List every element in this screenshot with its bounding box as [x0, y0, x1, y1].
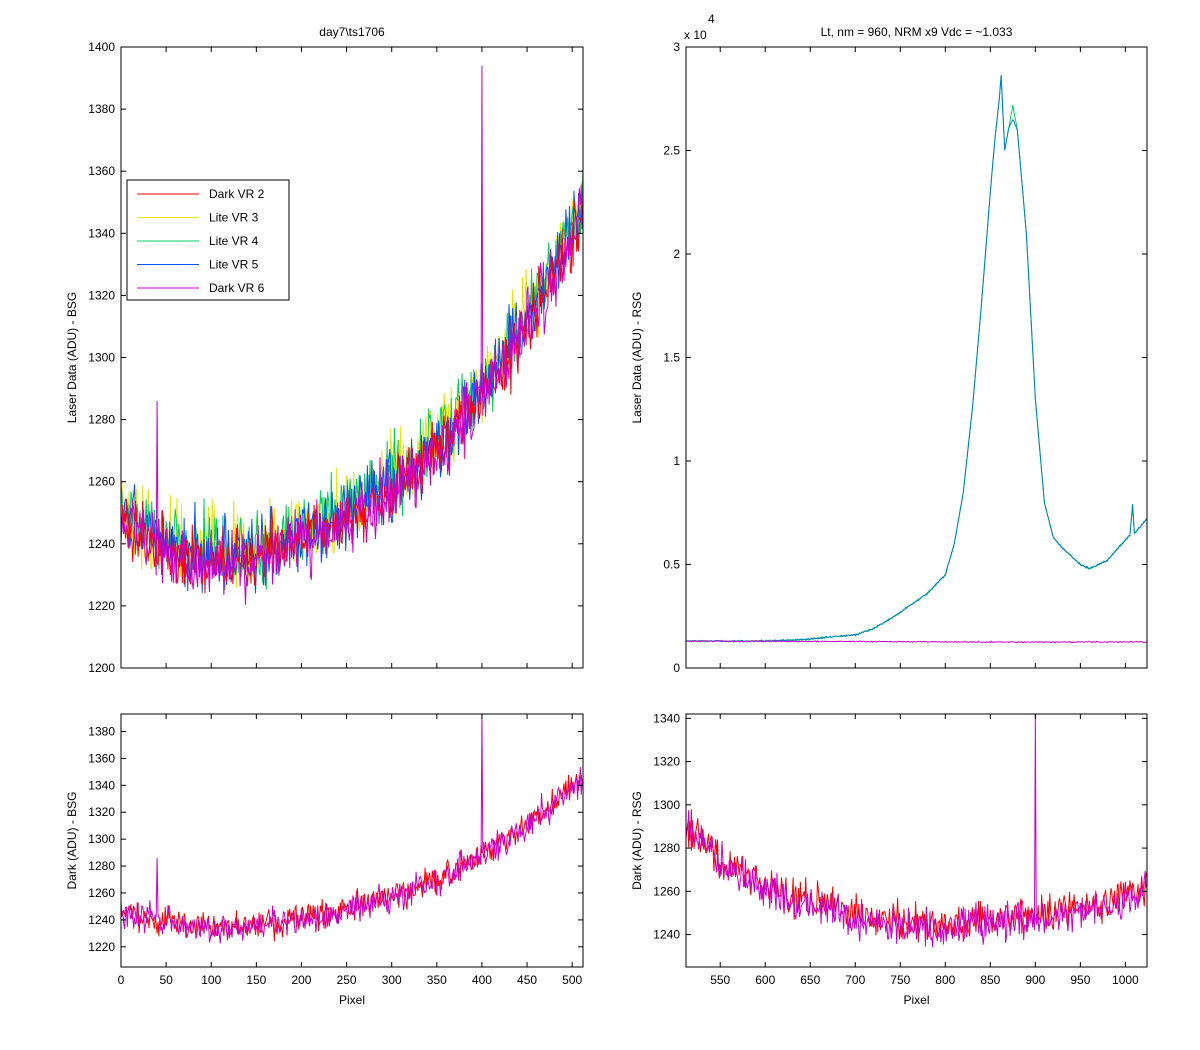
y-tick-label: 2.5: [663, 144, 680, 158]
y-tick-label: 1260: [88, 475, 115, 489]
y-tick-label: 1240: [88, 537, 115, 551]
y-tick-label: 1.5: [663, 351, 680, 365]
y-tick-label: 1340: [88, 226, 115, 240]
y-axis-label: Laser Data (ADU) - BSG: [65, 292, 79, 423]
y-axis-label: Laser Data (ADU) - RSG: [630, 291, 644, 423]
x-tick-label: 650: [800, 973, 820, 987]
y-tick-label: 1340: [88, 778, 115, 792]
chart-title: Lt, nm = 960, NRM x9 Vdc = ~1.033: [821, 25, 1013, 39]
x-tick-label: 450: [517, 973, 537, 987]
series-group: [686, 74, 1147, 644]
legend-label: Dark VR 6: [209, 281, 265, 295]
y-tick-label: 1300: [88, 351, 115, 365]
x-tick-label: 500: [562, 973, 582, 987]
exponent-power-label: 4: [708, 12, 715, 26]
y-tick-label: 1360: [88, 164, 115, 178]
y-tick-label: 1220: [88, 940, 115, 954]
y-tick-label: 1240: [653, 928, 680, 942]
x-tick-label: 400: [472, 973, 492, 987]
legend-label: Dark VR 2: [209, 187, 265, 201]
y-axis-label: Dark (ADU) - RSG: [630, 791, 644, 890]
axes-box: [685, 713, 1148, 968]
legend: Dark VR 2 Lite VR 3 Lite VR 4 Lite VR 5 Dark…: [126, 179, 290, 301]
exponent-base-label: x 10: [684, 28, 707, 42]
chart-top-right: 0 0.5 1 1.5 2 2.5 3 Lt, nm = 960, NRM x9 Vdc = …: [630, 12, 1148, 675]
series-group: [686, 714, 1147, 948]
y-tick-label: 1260: [88, 886, 115, 900]
axes-box: [120, 713, 584, 968]
y-tick-label: 1280: [653, 841, 680, 855]
x-tick-label: 850: [980, 973, 1000, 987]
y-tick-label: 1200: [88, 661, 115, 675]
x-tick-label: 350: [427, 973, 447, 987]
series-line-dark-vr-6: [686, 714, 1147, 948]
y-tick-label: 0: [673, 661, 680, 675]
legend-box: [126, 179, 290, 301]
y-tick-label: 0.5: [663, 558, 680, 572]
y-tick-label: 1380: [88, 724, 115, 738]
x-tick-label: 950: [1070, 973, 1090, 987]
y-tick-label: 1260: [653, 884, 680, 898]
series-line-dark-vr-6: [686, 640, 1147, 644]
y-tick-label: 2: [673, 247, 680, 261]
x-tick-label: 550: [710, 973, 730, 987]
x-tick-label: 600: [755, 973, 775, 987]
series-line-dark-vr-6: [121, 714, 583, 944]
x-tick-label: 200: [291, 973, 311, 987]
x-tick-label: 300: [382, 973, 402, 987]
chart-title: day7\ts1706: [319, 25, 385, 39]
y-tick-label: 1280: [88, 859, 115, 873]
y-tick-label: 1380: [88, 102, 115, 116]
chart-bottom-right: 1240 1260 1280 1300 1320 1340 550 600 650 700 750 8…: [630, 711, 1148, 1007]
y-tick-label: 1220: [88, 599, 115, 613]
x-tick-label: 150: [246, 973, 266, 987]
x-tick-label: 250: [337, 973, 357, 987]
x-tick-label: 0: [118, 973, 125, 987]
chart-top-left: 1200 1220 1240 1260 1280 1300 1320 1340 1360 1380…: [65, 25, 584, 675]
y-tick-label: 1300: [653, 798, 680, 812]
y-tick-label: 3: [673, 40, 680, 54]
y-tick-label: 1: [673, 454, 680, 468]
y-tick-label: 1280: [88, 413, 115, 427]
y-axis-label: Dark (ADU) - BSG: [65, 791, 79, 889]
y-tick-label: 1320: [88, 805, 115, 819]
series-group: [121, 65, 583, 605]
y-tick-label: 1360: [88, 751, 115, 765]
y-tick-label: 1320: [653, 755, 680, 769]
y-tick-label: 1340: [653, 711, 680, 725]
x-tick-label: 100: [201, 973, 221, 987]
series-line-dark-vr-6: [121, 65, 583, 605]
legend-label: Lite VR 5: [209, 258, 259, 272]
series-group: [121, 714, 583, 944]
legend-label: Lite VR 4: [209, 234, 259, 248]
x-tick-label: 700: [845, 973, 865, 987]
y-tick-label: 1400: [88, 40, 115, 54]
x-tick-label: 750: [890, 973, 910, 987]
x-tick-label: 800: [935, 973, 955, 987]
y-tick-label: 1320: [88, 288, 115, 302]
legend-label: Lite VR 3: [209, 211, 259, 225]
x-axis-label: Pixel: [903, 993, 929, 1007]
x-tick-label: 1000: [1112, 973, 1139, 987]
x-axis-label: Pixel: [339, 993, 365, 1007]
x-tick-label: 900: [1025, 973, 1045, 987]
chart-bottom-left: 1220 1240 1260 1280 1300 1320 1340 1360 1380 0 50 1…: [65, 713, 584, 1007]
x-tick-label: 50: [159, 973, 173, 987]
y-tick-label: 1240: [88, 913, 115, 927]
y-tick-label: 1300: [88, 832, 115, 846]
